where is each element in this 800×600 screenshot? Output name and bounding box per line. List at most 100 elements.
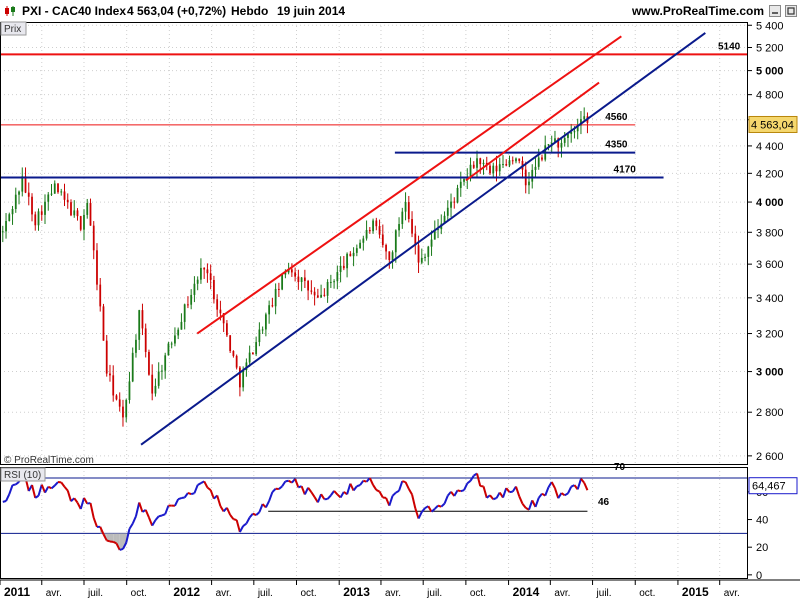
rsi-segment — [443, 495, 449, 504]
candle-body — [70, 202, 72, 216]
rsi-segment — [125, 528, 131, 543]
rsi-segment — [106, 539, 111, 543]
candle-body — [27, 192, 30, 197]
candle-body — [560, 142, 563, 148]
rsi-segment — [131, 515, 137, 525]
rsi-segment — [427, 505, 433, 513]
x-tick-label: juil. — [596, 588, 612, 599]
rsi-segment — [437, 504, 442, 508]
last-rsi-box — [748, 477, 798, 495]
rsi-oversold-fill — [109, 533, 114, 542]
rsi-segment — [320, 493, 326, 500]
rsi-segment — [174, 498, 180, 507]
rsi-segment — [164, 505, 170, 515]
candle-body — [362, 238, 365, 243]
rsi-segment — [489, 494, 495, 500]
candle-body — [284, 272, 287, 275]
candle-body — [222, 313, 225, 324]
candle-body — [505, 163, 508, 166]
rsi-segment — [486, 494, 491, 499]
price-y-tick-label: 5 000 — [756, 66, 784, 78]
candle-body — [157, 371, 160, 386]
x-tick-label: juil. — [87, 588, 103, 599]
candle-body — [414, 233, 417, 246]
candle-body — [99, 284, 102, 307]
candle-body — [381, 234, 384, 246]
rsi-segment — [352, 485, 358, 492]
candle-body — [96, 250, 98, 285]
candle-body — [37, 211, 40, 226]
candle-body — [391, 252, 394, 260]
rsi-segment — [190, 492, 195, 496]
rsi-segment — [44, 486, 50, 494]
candle-body — [323, 294, 326, 296]
rsi-segment — [515, 486, 521, 497]
x-tick-label: 2011 — [4, 585, 30, 599]
rsi-segment — [92, 517, 98, 528]
candle-body — [404, 202, 407, 212]
candle-body — [1, 231, 4, 233]
gridlines — [0, 22, 748, 579]
candle-body — [492, 165, 495, 174]
candle-body — [479, 158, 482, 165]
site-url[interactable]: www.ProRealTime.com — [631, 4, 764, 18]
candle-body — [235, 355, 238, 368]
candle-body — [196, 279, 199, 284]
candle-body — [5, 220, 7, 232]
rsi-segment — [537, 493, 543, 499]
rsi-segment — [216, 495, 222, 507]
rsi-segment — [235, 519, 241, 533]
candle-body — [174, 335, 176, 344]
rsi-segment — [119, 548, 124, 551]
candle-body — [92, 225, 95, 251]
copyright-text: © ProRealTime.com — [4, 455, 94, 466]
rsi-segment — [264, 500, 271, 508]
candle-body — [239, 367, 241, 388]
rsi-segment — [83, 497, 89, 505]
x-tick-label: juil. — [426, 588, 442, 599]
candle-body — [264, 314, 267, 330]
rsi-segment — [193, 484, 199, 494]
candle-body — [427, 246, 430, 257]
candle-body — [375, 220, 378, 227]
candle-body — [316, 295, 319, 298]
rsi-segment — [298, 485, 302, 489]
candle-body — [34, 214, 37, 226]
candle-body — [141, 310, 144, 329]
price-y-tick-label: 3 600 — [756, 259, 784, 271]
trend-line — [140, 32, 706, 446]
candle-body — [112, 375, 115, 396]
candle-body — [232, 351, 235, 356]
rsi-segment — [50, 484, 56, 490]
window-buttons[interactable] — [769, 5, 797, 17]
rsi-segment — [560, 492, 566, 497]
rsi-segment — [326, 494, 332, 500]
rsi-segment — [460, 489, 465, 493]
candlestick-icon — [5, 6, 15, 16]
rsi-segment — [278, 485, 283, 490]
maximize-icon — [787, 7, 795, 15]
candle-body — [570, 132, 573, 134]
candle-body — [411, 219, 413, 234]
candle-body — [365, 229, 368, 239]
candle-body — [537, 157, 540, 167]
price-panel-tag: Prix — [4, 24, 21, 35]
candle-body — [115, 395, 118, 400]
candle-body — [563, 137, 566, 143]
rsi-segment — [564, 492, 569, 497]
candle-body — [229, 335, 232, 352]
candle-body — [135, 339, 137, 353]
candle-body — [424, 256, 426, 258]
rsi-segment — [161, 513, 166, 517]
candle-body — [443, 215, 446, 224]
candle-body — [482, 162, 485, 165]
candle-body — [508, 160, 511, 166]
rsi-segment — [544, 486, 550, 496]
rsi-segment — [285, 479, 289, 483]
candle-body — [502, 163, 504, 165]
rsi-segment — [434, 504, 439, 510]
rsi-segment — [388, 495, 394, 506]
rsi-segment — [31, 484, 37, 499]
rsi-segment — [346, 483, 352, 495]
